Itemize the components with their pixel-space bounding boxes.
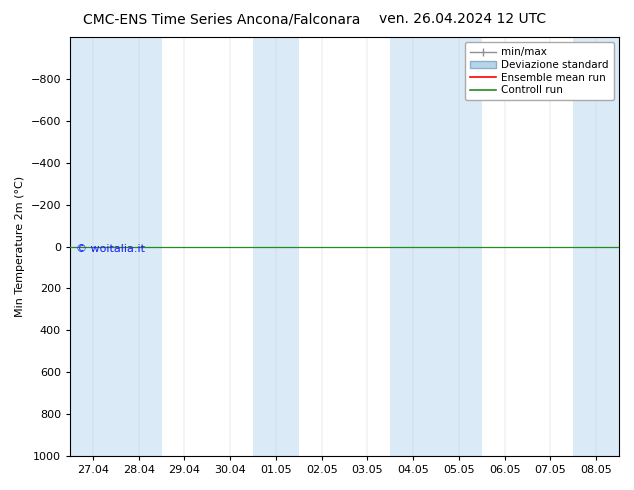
Legend: min/max, Deviazione standard, Ensemble mean run, Controll run: min/max, Deviazione standard, Ensemble m… (465, 42, 614, 100)
Bar (70, 37, 162, 456)
Bar (253, 37, 299, 456)
Y-axis label: Min Temperature 2m (°C): Min Temperature 2m (°C) (15, 176, 25, 317)
Text: © woitalia.it: © woitalia.it (75, 245, 145, 254)
Bar (573, 37, 619, 456)
Bar (391, 37, 482, 456)
Text: CMC-ENS Time Series Ancona/Falconara: CMC-ENS Time Series Ancona/Falconara (83, 12, 361, 26)
Text: ven. 26.04.2024 12 UTC: ven. 26.04.2024 12 UTC (379, 12, 547, 26)
